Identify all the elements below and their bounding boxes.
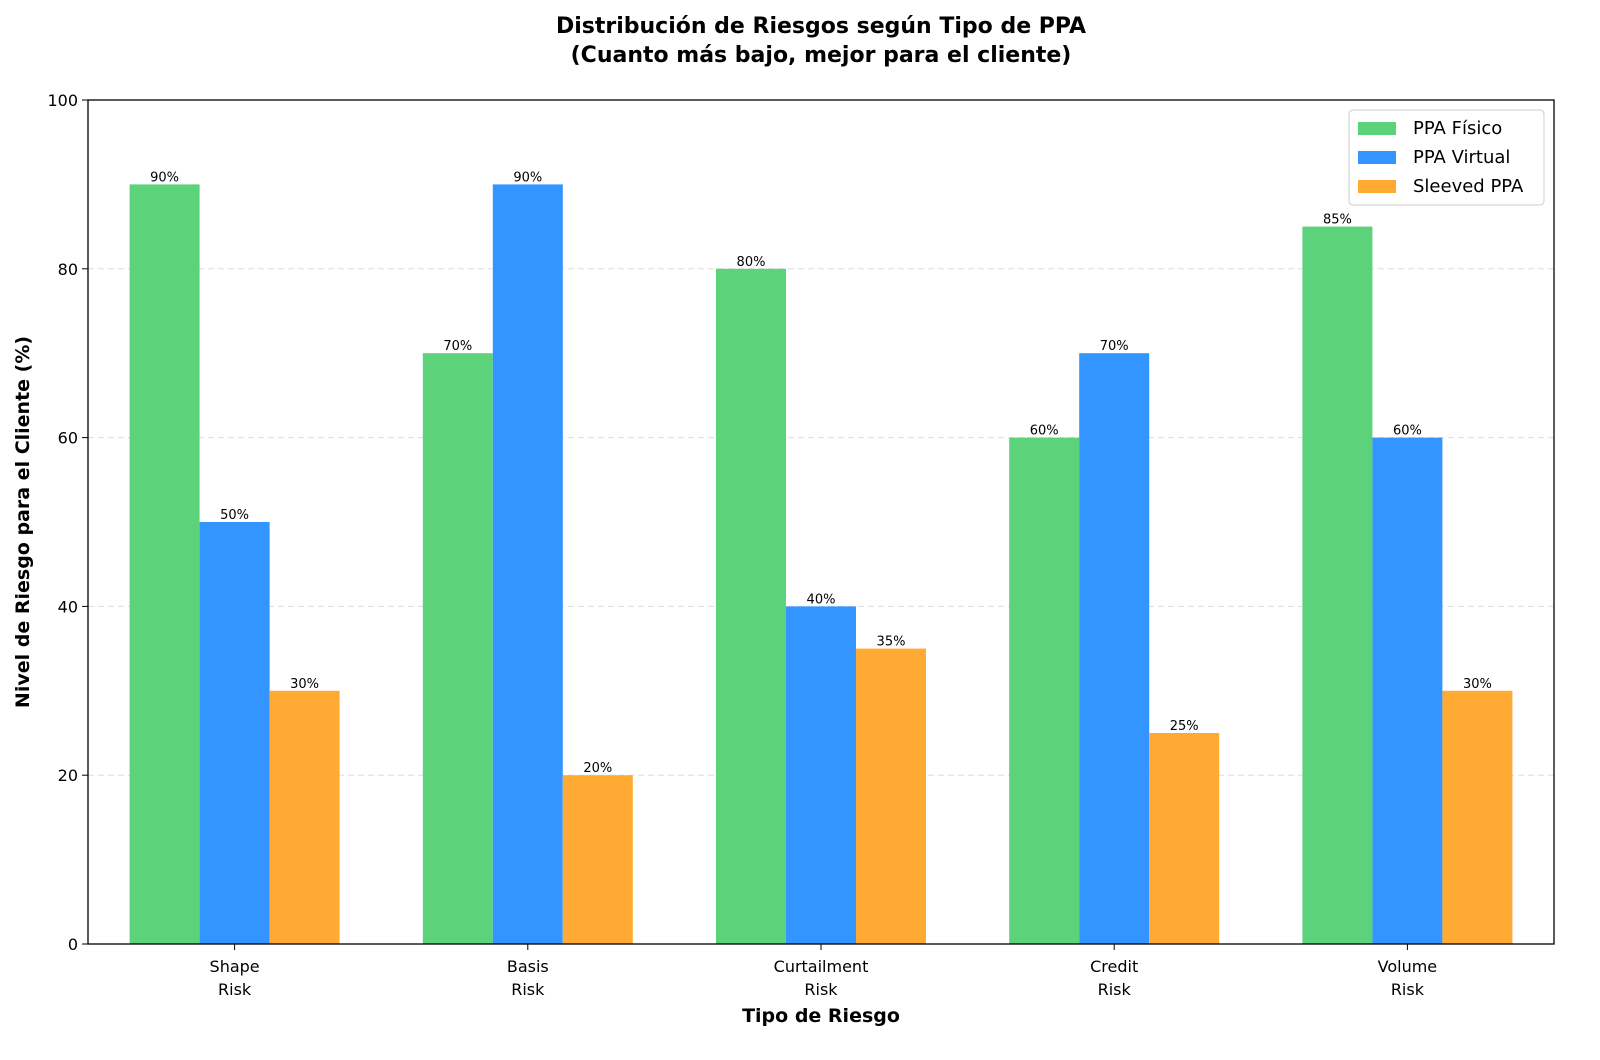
data-label: 40% [807, 592, 836, 607]
y-axis-label: Nivel de Riesgo para el Cliente (%) [12, 336, 34, 708]
data-label: 85% [1323, 213, 1352, 228]
bar [716, 268, 786, 944]
legend-swatch [1358, 151, 1396, 164]
y-tick-label: 100 [47, 91, 78, 110]
x-tick-label: Risk [218, 980, 252, 999]
chart-subtitle: (Cuanto más bajo, mejor para el cliente) [571, 43, 1072, 68]
x-axis-label: Tipo de Riesgo [742, 1005, 900, 1027]
bar [856, 648, 926, 944]
chart-title: Distribución de Riesgos según Tipo de PP… [556, 14, 1086, 39]
y-tick-label: 40 [58, 597, 78, 616]
data-label: 80% [737, 255, 766, 270]
bar [562, 775, 633, 944]
bar [199, 522, 270, 944]
legend-swatch [1358, 122, 1396, 135]
legend-label: Sleeved PPA [1413, 176, 1524, 197]
bar [1079, 353, 1150, 944]
data-label: 90% [513, 170, 542, 185]
bar [1149, 733, 1220, 944]
bar [1442, 690, 1513, 944]
data-label: 60% [1393, 424, 1422, 439]
legend-frame [1348, 109, 1545, 206]
data-label: 25% [1170, 719, 1199, 734]
legend-label: PPA Virtual [1413, 147, 1510, 168]
y-tick-label: 80 [58, 260, 78, 279]
bar [422, 353, 493, 944]
y-tick-label: 60 [58, 429, 78, 448]
x-tick-label: Risk [1098, 980, 1132, 999]
legend-swatch [1358, 180, 1396, 193]
bar [1372, 437, 1443, 944]
bar [1009, 437, 1080, 944]
data-label: 30% [290, 677, 319, 692]
data-label: 50% [220, 508, 249, 523]
x-tick-label: Curtailment [774, 957, 869, 976]
x-tick-label: Credit [1090, 957, 1138, 976]
x-tick-label: Risk [511, 980, 545, 999]
data-label: 70% [1100, 339, 1129, 354]
bar [786, 606, 856, 944]
y-tick-label: 20 [58, 766, 78, 785]
data-label: 70% [443, 339, 472, 354]
x-tick-label: Volume [1378, 957, 1438, 976]
data-label: 30% [1463, 677, 1492, 692]
data-label: 35% [877, 635, 906, 650]
data-label: 90% [150, 170, 179, 185]
bar [1302, 226, 1373, 945]
y-tick-label: 0 [68, 935, 78, 954]
x-tick-label: Shape [210, 957, 260, 976]
bar [269, 690, 340, 944]
legend-label: PPA Físico [1413, 118, 1502, 139]
legend: PPA Físico PPA Virtual Sleeved PPA [1348, 109, 1545, 206]
x-tick-label: Basis [507, 957, 549, 976]
x-tick-label: Risk [1391, 980, 1425, 999]
data-label: 20% [583, 761, 612, 776]
bar [129, 184, 200, 944]
data-label: 60% [1030, 424, 1059, 439]
bar [492, 184, 563, 944]
x-tick-label: Risk [804, 980, 838, 999]
